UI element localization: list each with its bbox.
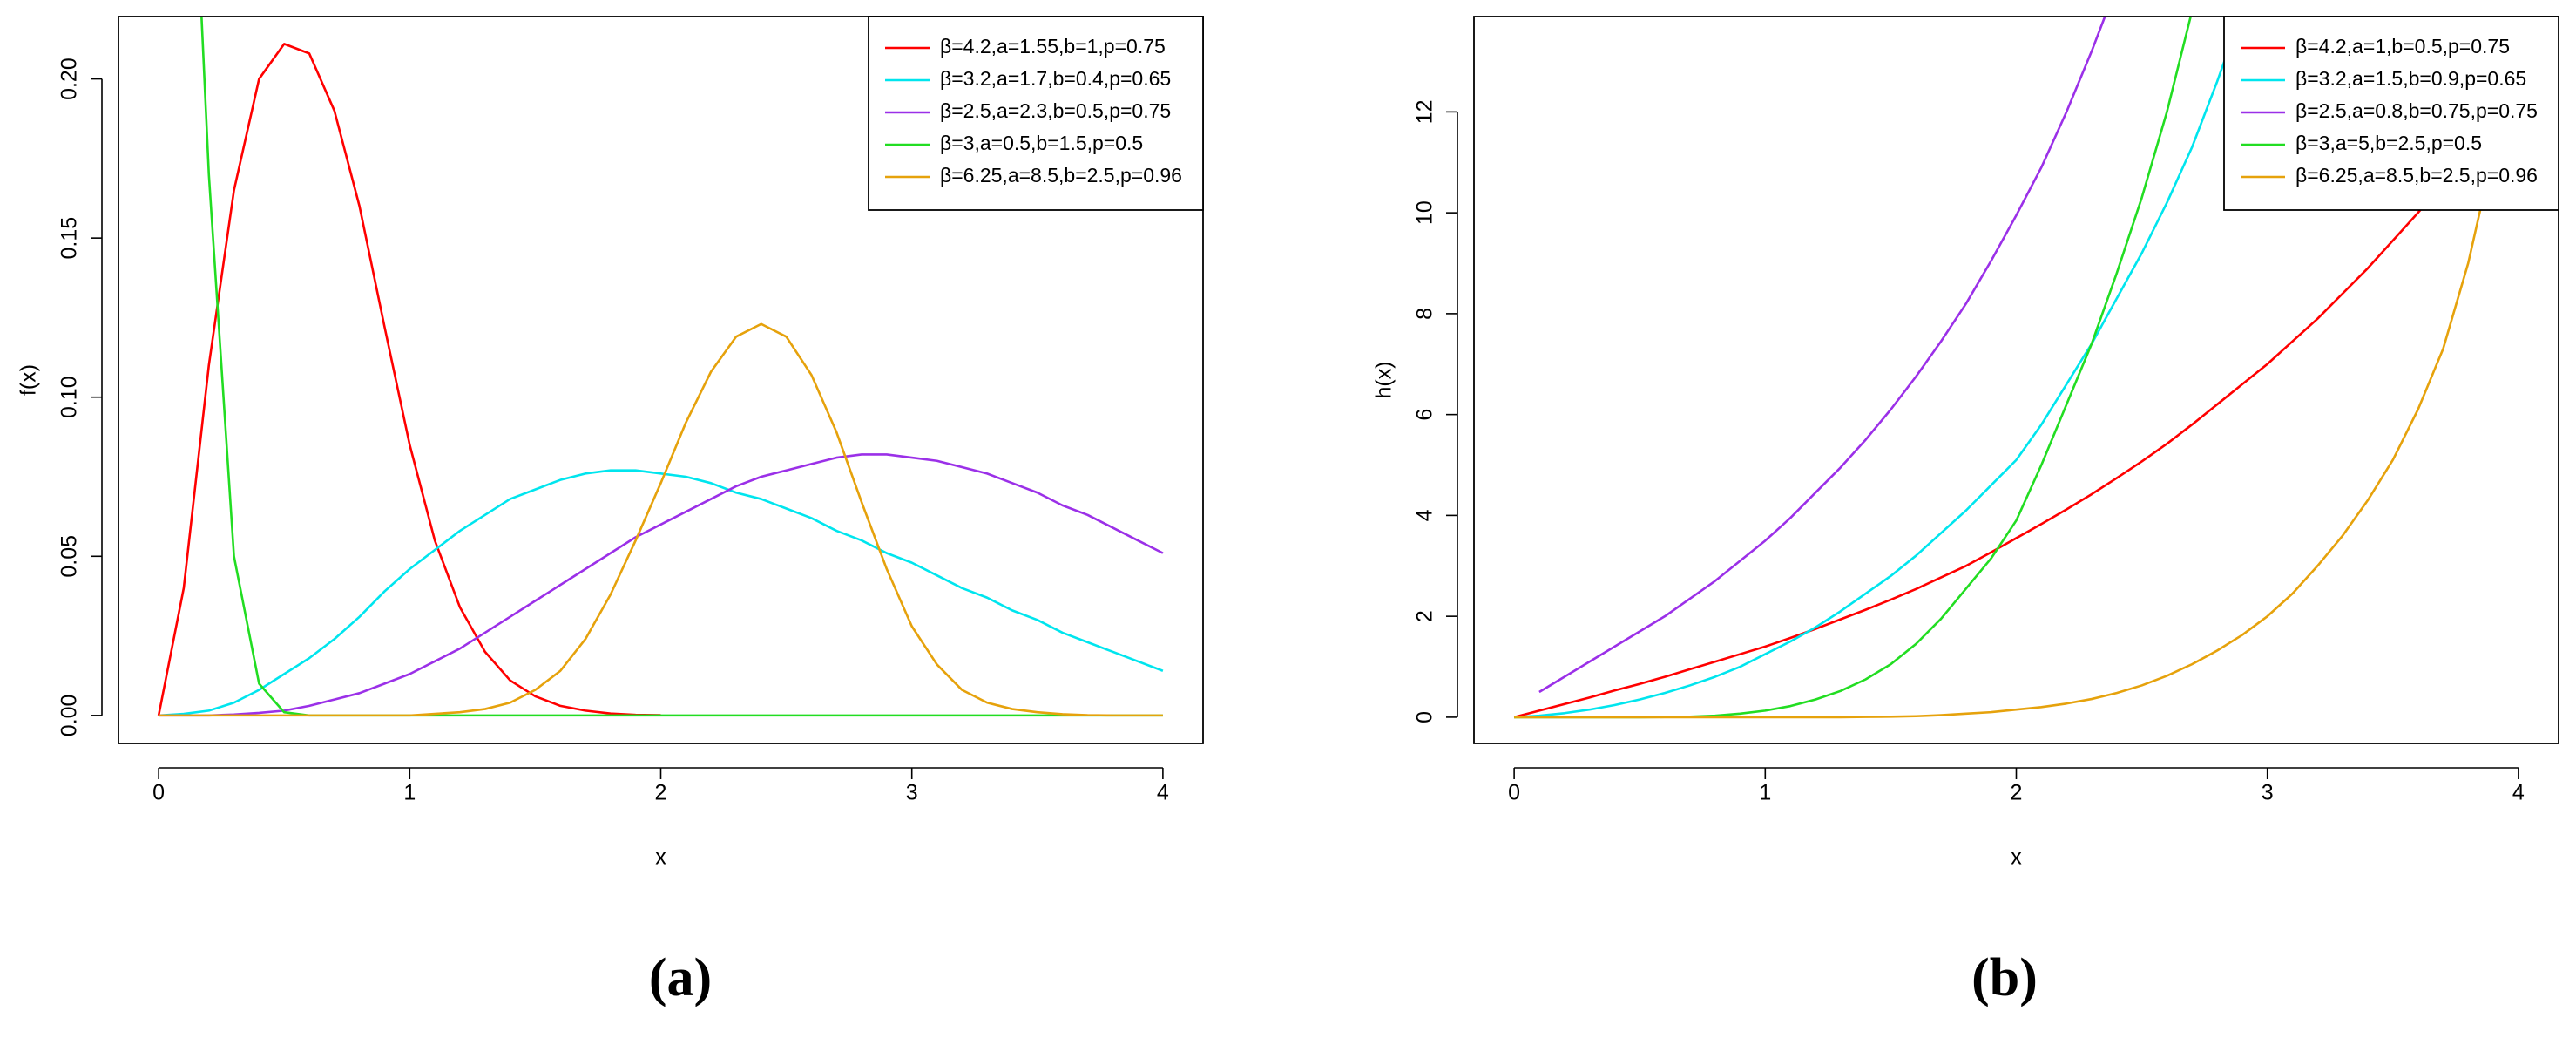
y-tick-label: 2	[1413, 610, 1437, 622]
legend-label: β=6.25,a=8.5,b=2.5,p=0.96	[2295, 164, 2538, 187]
line-series	[1514, 17, 2519, 719]
x-tick-label: 1	[403, 781, 416, 805]
legend: β=4.2,a=1.55,b=1,p=0.75 β=3.2,a=1.7,b=0.4…	[868, 16, 1204, 211]
x-tick-label: 4	[1157, 781, 1169, 805]
legend-label: β=3.2,a=1.5,b=0.9,p=0.65	[2295, 67, 2526, 90]
legend-label: β=4.2,a=1.55,b=1,p=0.75	[940, 35, 1166, 58]
x-tick-label: 0	[152, 781, 165, 805]
legend: β=4.2,a=1,b=0.5,p=0.75 β=3.2,a=1.5,b=0.9,…	[2223, 16, 2559, 211]
x-axis-label: x	[2011, 845, 2022, 870]
y-tick-label: 0.00	[57, 695, 82, 737]
y-tick-label: 10	[1413, 200, 1437, 225]
line-series	[1514, 17, 2192, 719]
line-series	[157, 43, 661, 716]
legend-label: β=6.25,a=8.5,b=2.5,p=0.96	[940, 164, 1182, 187]
line-series	[1513, 71, 2519, 719]
x-axis-label: x	[655, 845, 666, 870]
legend-label: β=2.5,a=0.8,b=0.75,p=0.75	[2295, 99, 2538, 122]
y-axis-label: f(x)	[17, 364, 41, 396]
legend-label: β=4.2,a=1,b=0.5,p=0.75	[2295, 35, 2510, 58]
legend-label: β=2.5,a=2.3,b=0.5,p=0.75	[940, 99, 1171, 122]
y-tick-label: 8	[1413, 308, 1437, 320]
legend-label: β=3,a=0.5,b=1.5,p=0.5	[940, 132, 1143, 154]
x-tick-label: 0	[1508, 781, 1520, 805]
x-tick-label: 4	[2512, 781, 2525, 805]
panel-caption: (b)	[1971, 948, 2038, 1007]
plot-frame	[118, 16, 1204, 744]
y-axis-label: h(x)	[1372, 361, 1396, 398]
plot-area	[1513, 17, 2519, 719]
line-series	[159, 469, 1164, 717]
y-tick-label: 4	[1413, 509, 1437, 521]
x-tick-label: 2	[655, 781, 667, 805]
plot-area	[157, 17, 1164, 717]
legend-label: β=3.2,a=1.7,b=0.4,p=0.65	[940, 67, 1171, 90]
y-tick-label: 0.05	[57, 535, 82, 578]
y-tick-label: 0.20	[57, 58, 82, 100]
line-series	[1514, 17, 2241, 719]
chart-panel: 0 1 2 3 4 0.00 0.05 0.10 0.15 0.20 x f(x) β=4.2,a=1.…	[17, 16, 1204, 1007]
panel-caption: (a)	[649, 948, 712, 1007]
x-tick-label: 3	[906, 781, 918, 805]
chart-panel: 0 1 2 3 4024681012xh(x)β=4.2,a=1,b=0.5,p=0.7…	[1372, 16, 2559, 1007]
line-series	[159, 322, 1163, 717]
x-tick-label: 1	[1759, 781, 1771, 805]
y-tick-label: 0.10	[57, 376, 82, 418]
plot-frame	[1473, 16, 2559, 744]
y-tick-label: 0.15	[57, 217, 82, 260]
x-tick-label: 2	[2011, 781, 2023, 805]
y-tick-label: 0	[1413, 711, 1437, 723]
legend-label: β=3,a=5,b=2.5,p=0.5	[2295, 132, 2482, 154]
line-series	[159, 453, 1164, 717]
y-tick-label: 6	[1413, 409, 1437, 421]
x-tick-label: 3	[2262, 781, 2274, 805]
y-tick-label: 12	[1413, 99, 1437, 124]
line-series	[1538, 17, 2106, 694]
